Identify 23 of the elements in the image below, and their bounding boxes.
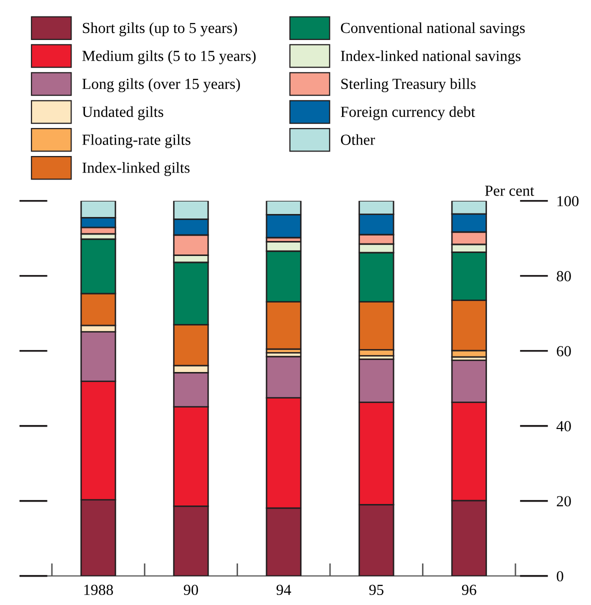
y-tick-label: 0 [556,571,564,582]
y-tick-label: 40 [556,421,571,432]
y-tick-label: 60 [556,346,571,356]
legend-label: Foreign currency debt [340,106,476,120]
legend-label: Floating-rate gilts [82,134,190,148]
legend-label: Index-linked gilts [82,162,190,176]
x-tick-label: 95 [369,584,384,596]
y-tick-label: 80 [556,271,571,282]
legend-label: Medium gilts (5 to 15 years) [82,50,256,64]
y-axis-title: Per cent [485,186,534,196]
legend-label: Conventional national savings [340,22,525,36]
x-tick-label: 1988 [84,584,113,596]
legend-label: Short gilts (up to 5 years) [82,22,237,36]
legend-label: Other [340,134,375,145]
legend-label: Index-linked national savings [340,50,521,64]
legend-label: Undated gilts [82,106,164,120]
y-tick-label: 20 [556,496,571,506]
x-tick-label: 94 [276,584,292,596]
x-tick-label: 96 [462,584,476,596]
legend-label: Long gilts (over 15 years) [82,78,240,92]
y-tick-label: 100 [558,196,579,206]
x-tick-label: 90 [184,584,198,596]
legend-label: Sterling Treasury bills [341,78,476,92]
